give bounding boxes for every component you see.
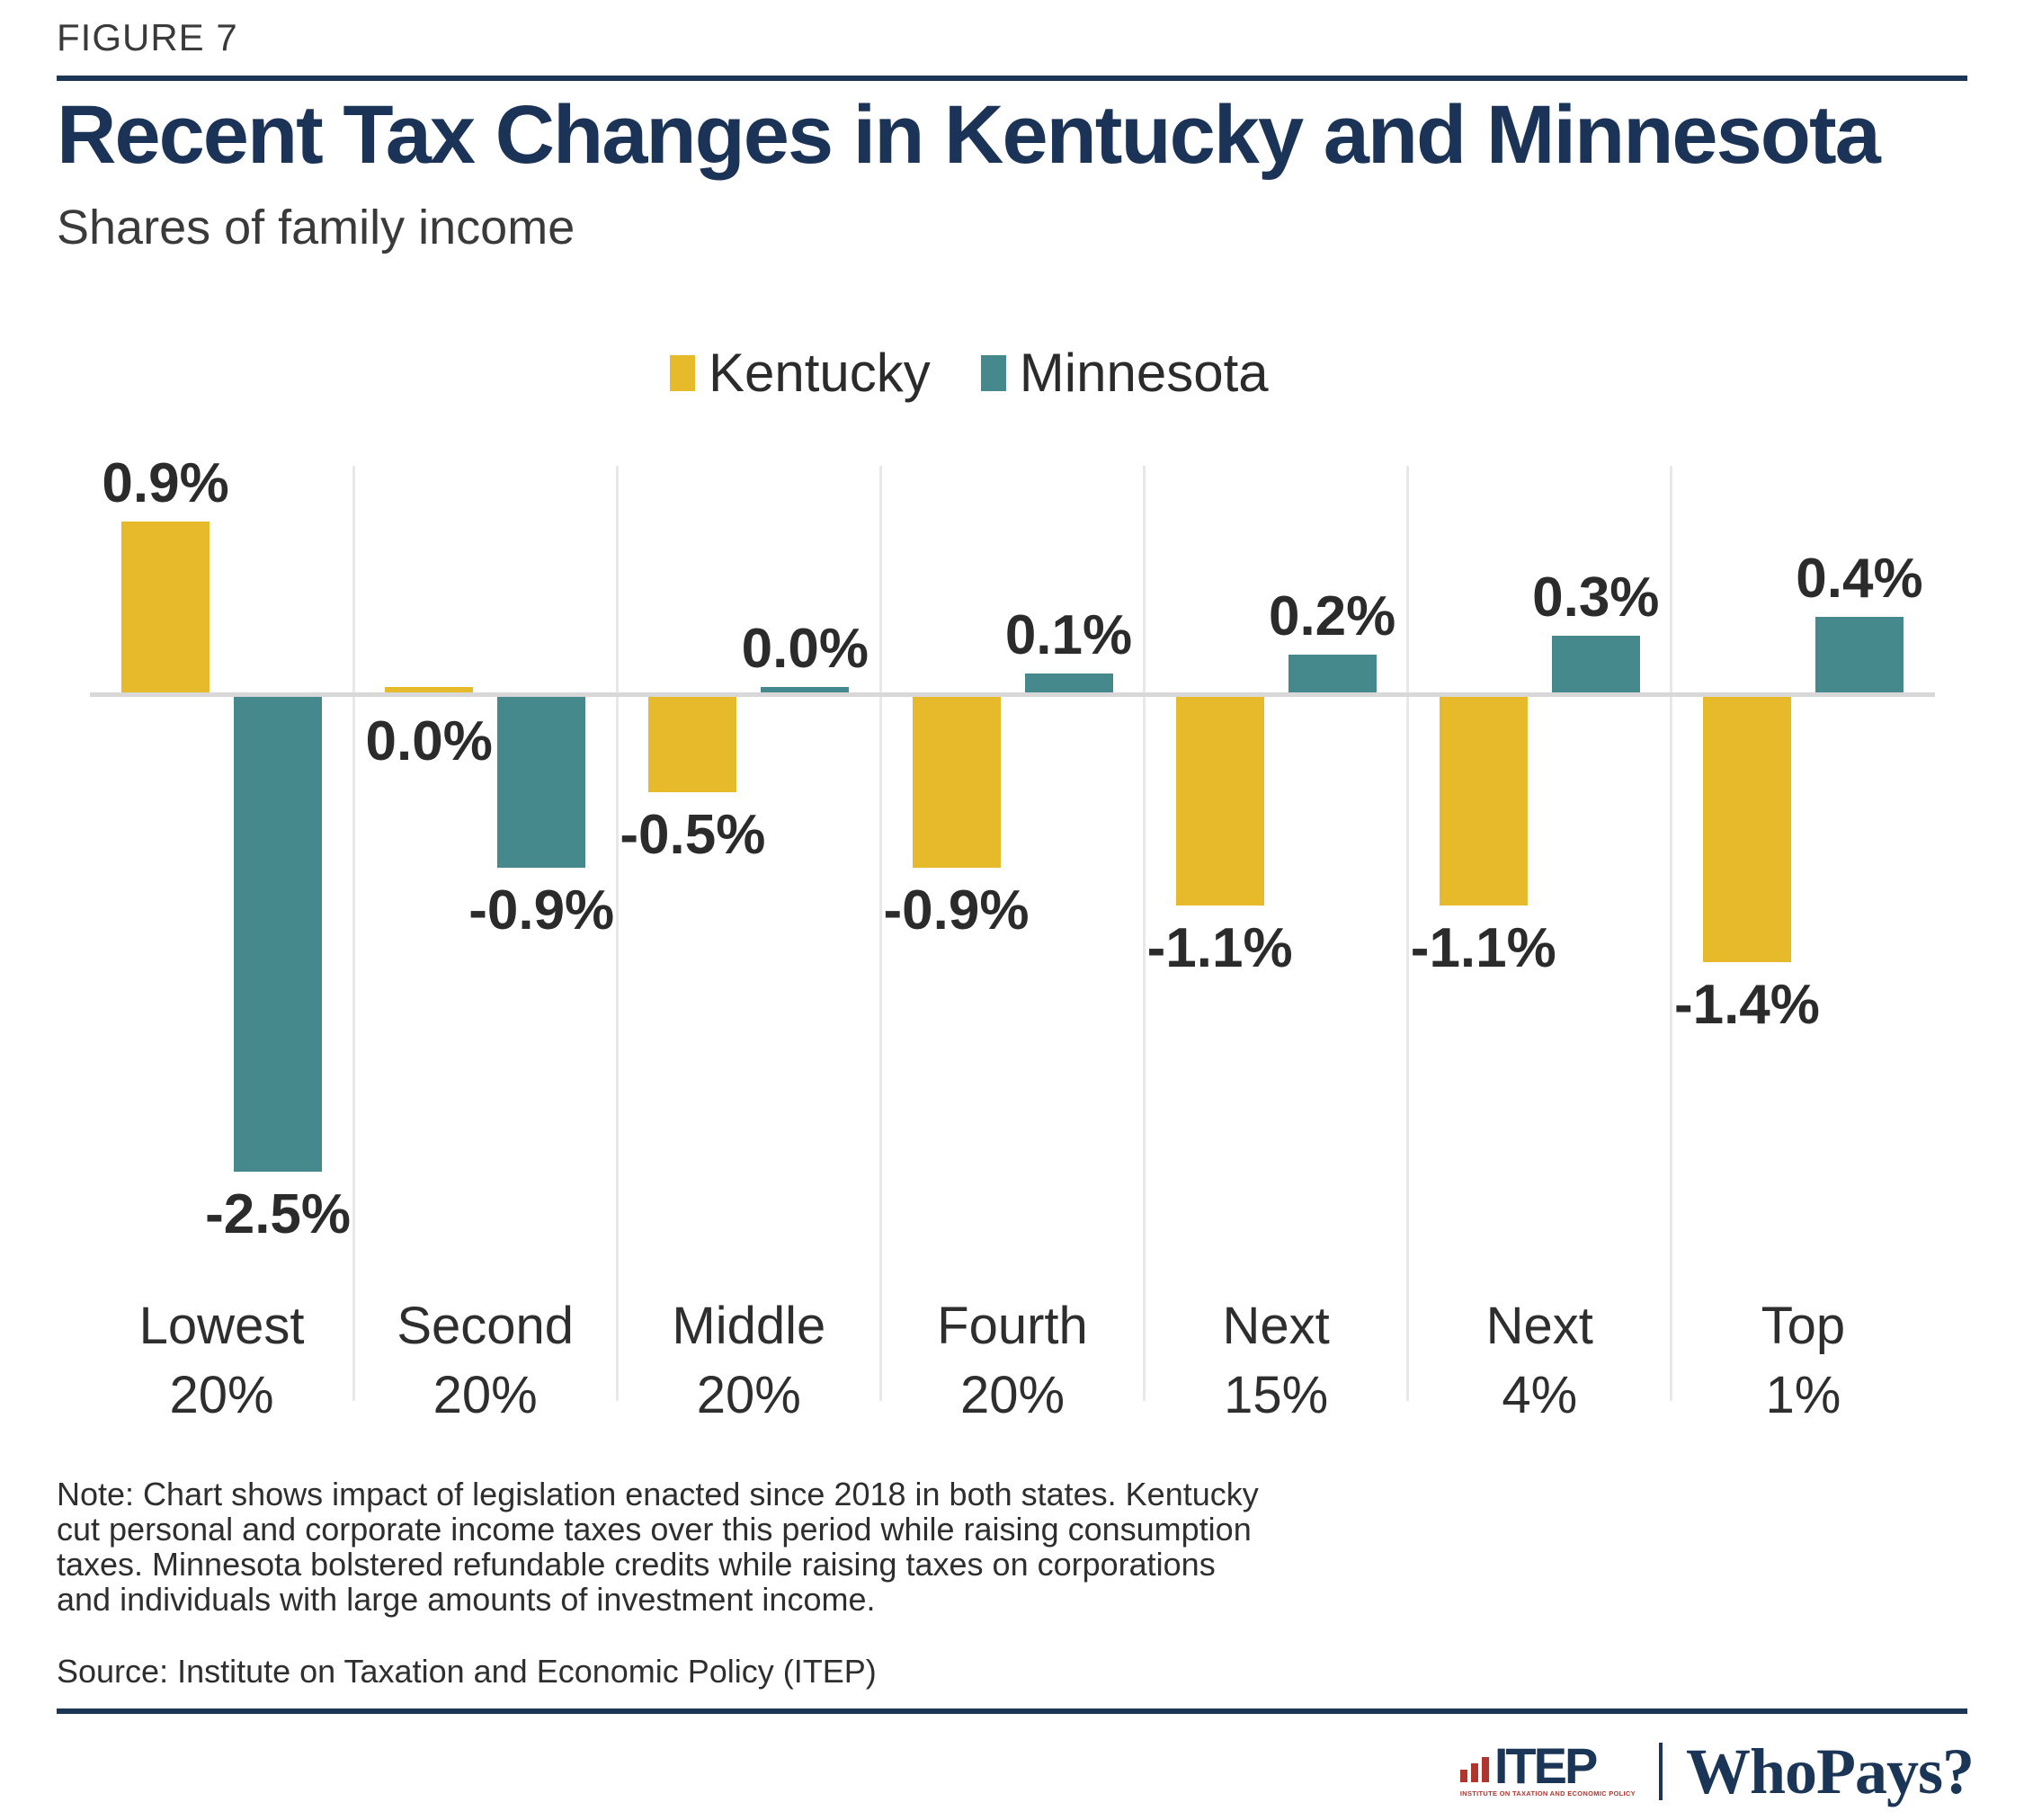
bar-kentucky-next-4 bbox=[1439, 697, 1528, 906]
legend-item-minnesota: Minnesota bbox=[980, 342, 1269, 404]
note-text: Note: Chart shows impact of legislation … bbox=[57, 1476, 1259, 1618]
footer-rule bbox=[57, 1708, 1967, 1714]
itep-wordmark: ITEP bbox=[1493, 1736, 1598, 1794]
bar-value-label-kentucky-top-1: -1.4% bbox=[1673, 974, 1820, 1036]
bar-value-label-kentucky-middle-20: -0.5% bbox=[620, 804, 766, 866]
chart-plot: 0.9% 0.0% -0.5% -0.9% -1.1% -1.1% -1.4% -2.5% -0… bbox=[90, 452, 1935, 1424]
itep-tagline: INSTITUTE ON TAXATION AND ECONOMIC POLIC… bbox=[1459, 1789, 1636, 1798]
page-title: Recent Tax Changes in Kentucky and Minne… bbox=[57, 89, 1881, 181]
itep-logo: ITEP INSTITUTE ON TAXATION AND ECONOMIC … bbox=[1459, 1736, 1636, 1798]
bar-minnesota-fourth-20 bbox=[1024, 674, 1113, 692]
bar-value-label-minnesota-lowest-20: -2.5% bbox=[205, 1183, 352, 1245]
x-axis-label-lowest-20: Lowest 20% bbox=[138, 1297, 305, 1424]
logo-divider bbox=[1658, 1743, 1663, 1800]
whopays-wordmark: WhoPays? bbox=[1685, 1735, 1975, 1807]
kentucky-swatch-icon bbox=[670, 354, 695, 391]
page-subtitle: Shares of family income bbox=[57, 201, 575, 254]
bar-minnesota-lowest-20 bbox=[234, 697, 323, 1172]
gridline bbox=[1406, 466, 1410, 1401]
bar-value-label-kentucky-fourth-20: -0.9% bbox=[883, 879, 1030, 941]
bar-value-label-minnesota-top-1: 0.4% bbox=[1796, 548, 1923, 610]
gridline bbox=[1670, 466, 1673, 1401]
bar-value-label-minnesota-next-4: 0.3% bbox=[1532, 567, 1660, 629]
zero-axis-line bbox=[90, 692, 1935, 697]
title-rule bbox=[57, 76, 1967, 81]
x-axis-label-next-15: Next 15% bbox=[1222, 1297, 1330, 1424]
bar-value-label-minnesota-fourth-20: 0.1% bbox=[1004, 604, 1133, 666]
bar-value-label-kentucky-next-4: -1.1% bbox=[1410, 917, 1556, 979]
gridline bbox=[1143, 466, 1146, 1401]
legend-label-kentucky: Kentucky bbox=[709, 343, 931, 403]
x-axis-label-middle-20: Middle 20% bbox=[672, 1297, 826, 1424]
footer-logos: ITEP INSTITUTE ON TAXATION AND ECONOMIC … bbox=[1459, 1734, 1975, 1809]
gridline bbox=[615, 466, 619, 1401]
bar-value-label-kentucky-second-20: 0.0% bbox=[365, 710, 493, 772]
gridline bbox=[352, 466, 355, 1401]
bar-minnesota-next-15 bbox=[1288, 655, 1377, 692]
bar-minnesota-next-4 bbox=[1551, 636, 1640, 692]
bar-kentucky-second-20 bbox=[385, 687, 474, 692]
legend-label-minnesota: Minnesota bbox=[1019, 343, 1269, 403]
legend-item-kentucky: Kentucky bbox=[670, 342, 931, 404]
minnesota-swatch-icon bbox=[980, 354, 1006, 391]
bar-kentucky-next-15 bbox=[1175, 697, 1264, 906]
bar-minnesota-top-1 bbox=[1814, 617, 1904, 692]
itep-logo-top: ITEP bbox=[1459, 1736, 1598, 1794]
x-axis-label-next-4: Next 4% bbox=[1485, 1297, 1593, 1424]
source-text: Source: Institute on Taxation and Econom… bbox=[57, 1653, 877, 1690]
chart-legend: Kentucky Minnesota bbox=[670, 342, 1269, 404]
figure-label: FIGURE 7 bbox=[57, 16, 238, 58]
bar-kentucky-lowest-20 bbox=[121, 522, 210, 692]
bar-value-label-minnesota-second-20: -0.9% bbox=[468, 879, 615, 941]
bar-value-label-minnesota-middle-20: 0.0% bbox=[741, 618, 869, 680]
bar-kentucky-middle-20 bbox=[648, 697, 737, 792]
x-axis-label-second-20: Second 20% bbox=[397, 1297, 575, 1424]
bar-minnesota-middle-20 bbox=[761, 687, 850, 692]
bar-minnesota-second-20 bbox=[497, 697, 586, 868]
gridline bbox=[878, 466, 882, 1401]
itep-barchart-icon bbox=[1459, 1757, 1489, 1786]
bar-value-label-kentucky-lowest-20: 0.9% bbox=[102, 452, 229, 514]
bar-kentucky-top-1 bbox=[1702, 697, 1791, 962]
bar-value-label-minnesota-next-15: 0.2% bbox=[1268, 585, 1396, 647]
x-axis-label-fourth-20: Fourth 20% bbox=[937, 1297, 1088, 1424]
bar-value-label-kentucky-next-15: -1.1% bbox=[1146, 917, 1293, 979]
x-axis-label-top-1: Top 1% bbox=[1761, 1297, 1846, 1424]
bar-kentucky-fourth-20 bbox=[912, 697, 1001, 868]
